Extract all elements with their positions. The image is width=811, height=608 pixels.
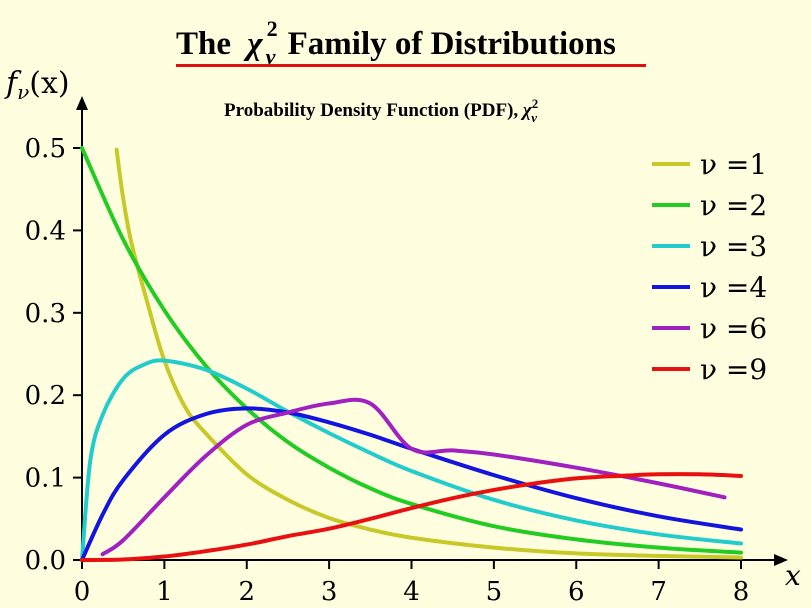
y-tick-label: 0.1 [25, 464, 66, 494]
y-axis-label-arg: (x) [29, 66, 70, 101]
legend-label: ν =9 [700, 353, 767, 386]
x-tick-label: 3 [321, 577, 338, 607]
legend-label: ν =2 [700, 189, 767, 222]
subtitle-text: Probability Density Function (PDF), [224, 100, 519, 121]
x-tick-label: 5 [486, 577, 503, 607]
subtitle-superscript: 2 [531, 96, 539, 111]
y-tick-label: 0.5 [25, 134, 66, 164]
x-tick-label: 6 [568, 577, 585, 607]
legend-label: ν =3 [700, 230, 767, 263]
x-tick-label: 7 [650, 577, 667, 607]
x-tick-label: 2 [238, 577, 255, 607]
title-chi-symbol: χ [247, 26, 263, 62]
x-tick-label: 4 [403, 577, 420, 607]
x-tick-label: 1 [156, 577, 173, 607]
legend-label: ν =4 [700, 271, 767, 304]
series-line-1 [114, 147, 743, 560]
subtitle-chi-symbol: χ [522, 100, 532, 121]
legend-label: ν =6 [700, 312, 767, 345]
y-axis-label-subscript: ν [17, 80, 30, 104]
series-line-3 [80, 358, 743, 562]
chart-subtitle: Probability Density Function (PDF), χ2ν [224, 96, 538, 125]
series-line-4 [80, 406, 743, 562]
title-prefix: The [176, 26, 232, 62]
y-tick-label: 0.0 [25, 546, 66, 576]
series-line-6 [80, 472, 743, 562]
series-line-2 [80, 146, 743, 555]
series-line-5 [100, 397, 727, 557]
x-tick-label: 8 [733, 577, 750, 607]
subtitle-subscript: ν [531, 110, 538, 125]
title-suffix: Family of Distributions [287, 26, 616, 62]
y-axis-label-f: f [6, 66, 18, 101]
x-axis-label: x [785, 559, 801, 592]
chart-title: The χ 2 ν Family of Distributions [176, 16, 616, 69]
y-axis-arrow [76, 96, 88, 110]
title-subscript: ν [265, 44, 276, 69]
y-tick-label: 0.3 [25, 299, 66, 329]
y-tick-label: 0.4 [25, 216, 66, 246]
title-superscript: 2 [266, 16, 278, 41]
y-axis-label: fν(x) [6, 66, 70, 104]
y-tick-label: 0.2 [25, 381, 66, 411]
legend-label: ν =1 [700, 148, 767, 181]
x-axis-arrow [774, 554, 788, 566]
title-underline [176, 64, 646, 67]
x-tick-label: 0 [74, 577, 91, 607]
